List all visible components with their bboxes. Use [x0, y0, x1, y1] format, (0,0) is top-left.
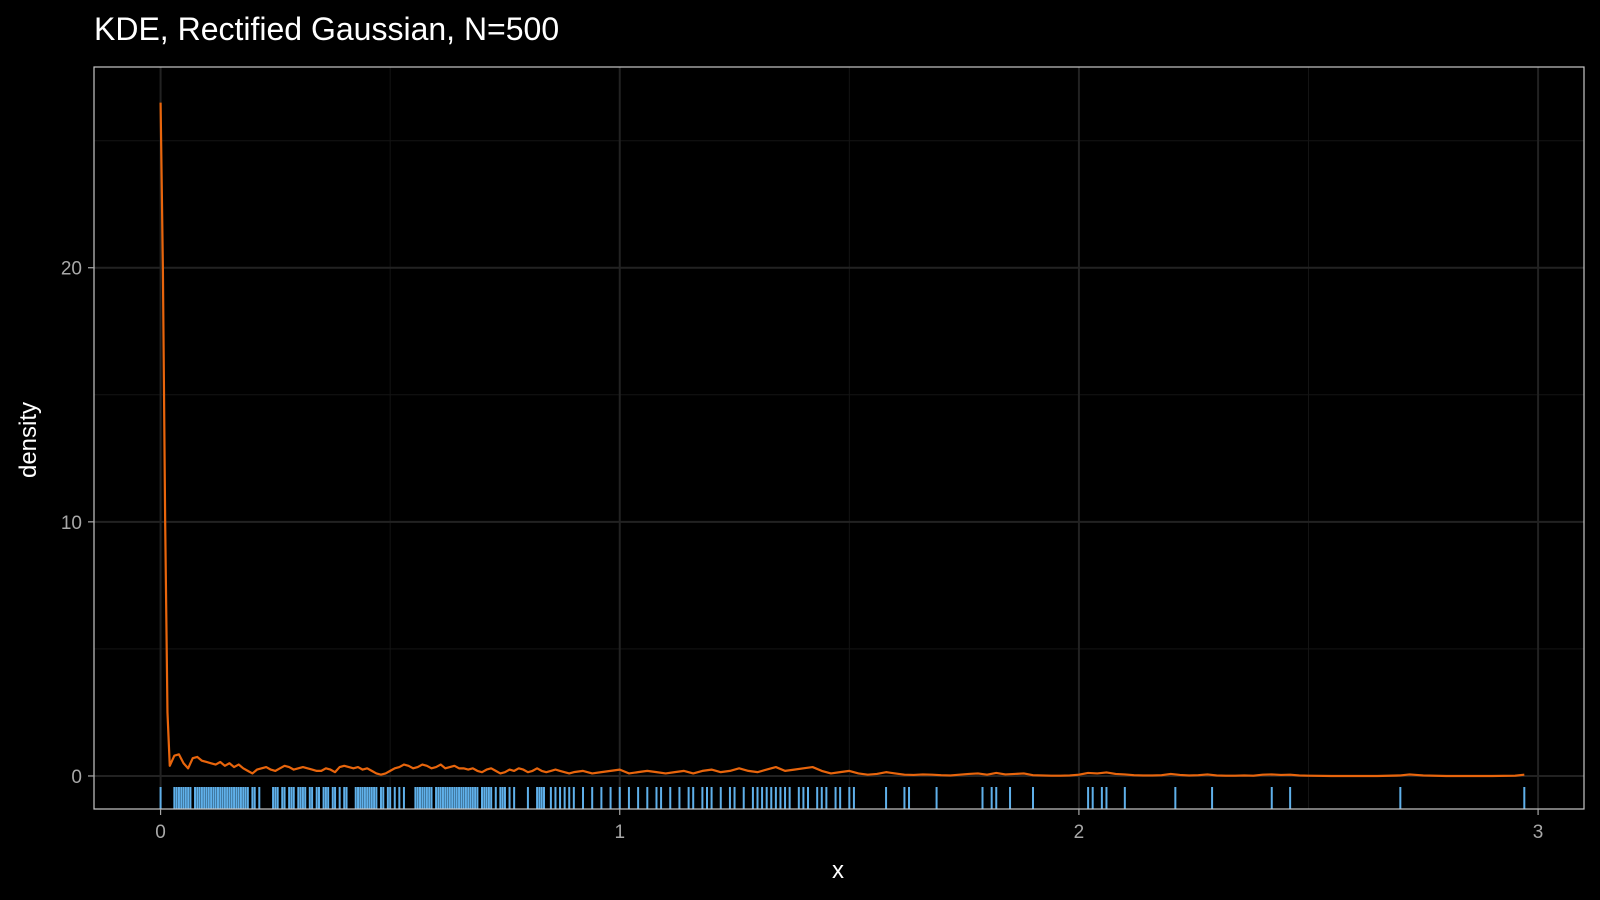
x-tick-label: 2 [1074, 822, 1085, 843]
rug-marks [159, 787, 1526, 809]
chart-title: KDE, Rectified Gaussian, N=500 [94, 11, 559, 47]
y-axis-title: density [15, 402, 42, 478]
x-axis-title: x [832, 857, 844, 884]
y-tick-label: 20 [61, 259, 82, 280]
axis-ticks: 0 1 2 3 0 10 20 [61, 259, 1544, 843]
x-tick-label: 0 [155, 822, 166, 843]
y-tick-label: 10 [61, 513, 82, 534]
y-tick-label: 0 [71, 767, 82, 788]
density-line [159, 102, 1525, 778]
x-tick-label: 3 [1533, 822, 1544, 843]
panel-border [93, 66, 1585, 810]
x-tick-label: 1 [614, 822, 625, 843]
